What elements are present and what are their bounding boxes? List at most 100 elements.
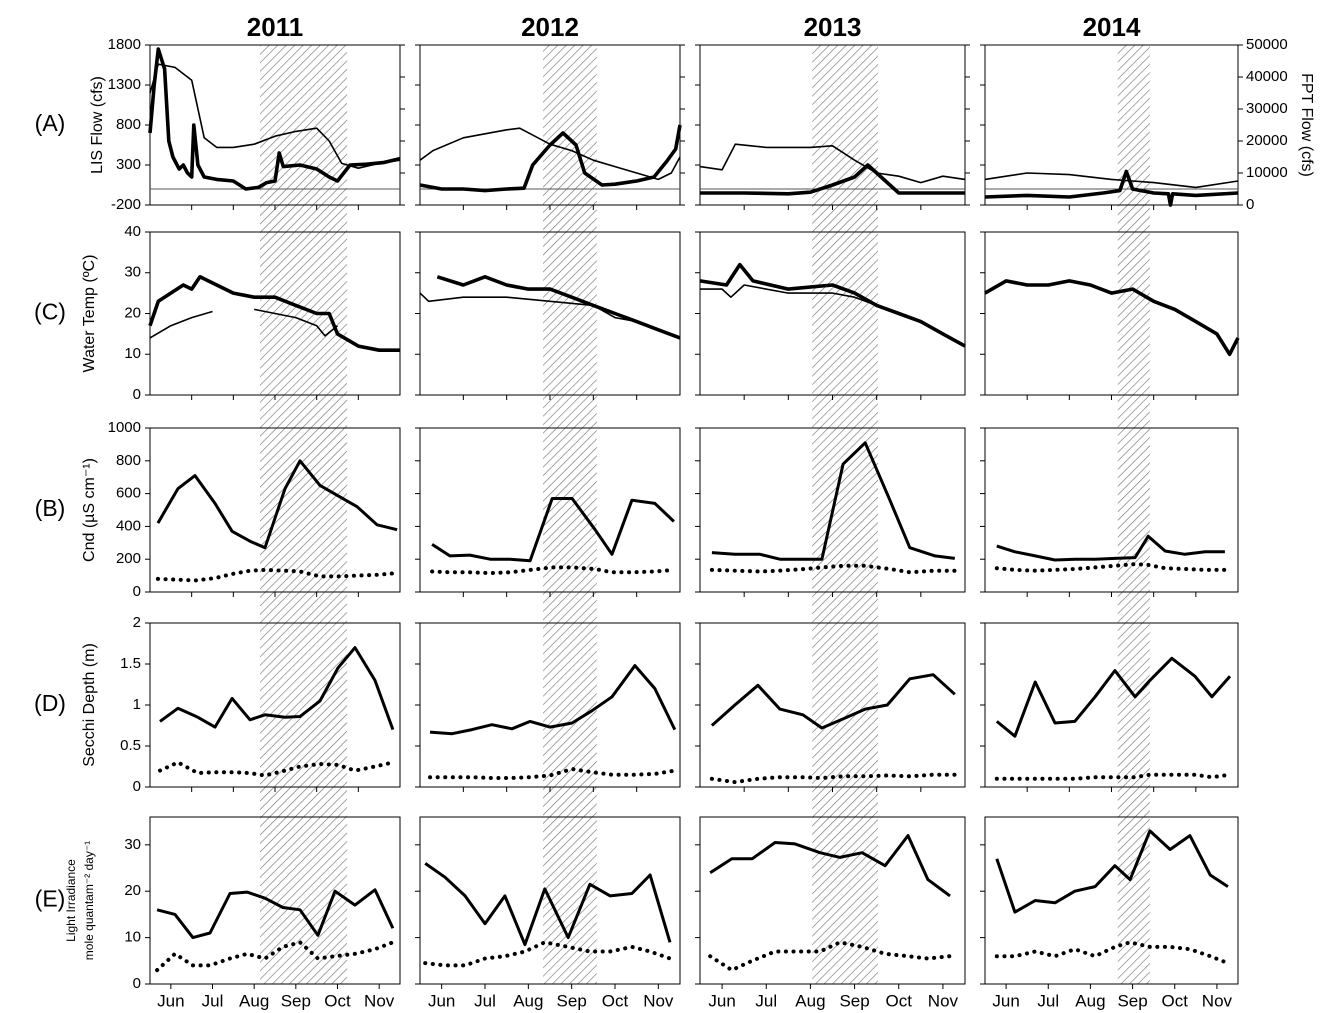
x-tick-label: Oct (886, 991, 913, 1010)
data-line (709, 772, 957, 785)
data-line (709, 563, 957, 575)
x-tick-label: Jul (755, 991, 777, 1010)
data-line (711, 441, 955, 561)
data-line (156, 459, 398, 550)
data-line (419, 124, 682, 193)
y-tick-label: 1800 (108, 36, 141, 53)
data-line (419, 292, 681, 339)
y2-tick-label: 30000 (1246, 100, 1288, 117)
data-line (148, 275, 400, 352)
y-axis-label: Cnd (µS cm⁻¹) (81, 458, 98, 562)
data-line (995, 656, 1232, 738)
x-tick-label: Aug (1075, 991, 1105, 1010)
data-line (428, 767, 677, 780)
x-tick-label: Jun (992, 991, 1019, 1010)
plot-frame (419, 816, 681, 985)
x-tick-label: Oct (1162, 991, 1189, 1010)
data-line (149, 308, 339, 339)
plot-frame (984, 816, 1239, 985)
x-tick-label: Nov (1202, 991, 1233, 1010)
panel: 2013 (695, 12, 970, 210)
data-line (994, 940, 1230, 966)
x-tick-label: Aug (513, 991, 543, 1010)
y2-axis-label: FPT Flow (cfs) (1298, 73, 1315, 177)
y2-tick-label: 20000 (1246, 132, 1288, 149)
panel: (C) Water Temp (ºC) 0 10 20 30 40 (34, 223, 401, 403)
data-line (699, 262, 966, 348)
plot-frame (984, 622, 1239, 788)
panel (415, 427, 681, 597)
y-tick-label: 1 (133, 696, 141, 713)
plot-frame (699, 816, 966, 985)
panel-title: 2012 (521, 12, 579, 42)
y-tick-label: 400 (116, 517, 141, 534)
x-tick-label: Jul (1037, 991, 1059, 1010)
y2-tick-label: 0 (1246, 196, 1254, 213)
x-tick-label: Sep (839, 991, 869, 1010)
data-line (159, 646, 395, 731)
x-tick-label: Jun (428, 991, 455, 1010)
data-line (155, 567, 400, 583)
panel-title: 2013 (804, 12, 862, 42)
x-tick-label: Jun (157, 991, 184, 1010)
panel: Jun Jul Aug Sep Oct Nov (695, 816, 966, 1010)
data-line (700, 284, 877, 307)
y-tick-label: 30 (124, 264, 141, 281)
panel (695, 427, 966, 597)
y-tick-label: 10 (124, 929, 141, 946)
panel: (B) Cnd (µS cm⁻¹) 0 200 400 600 800 1000 (35, 419, 401, 600)
y-tick-label: 10 (124, 345, 141, 362)
shaded-period (812, 45, 878, 984)
x-tick-label: Sep (1117, 991, 1147, 1010)
data-line (984, 279, 1240, 357)
panel: 2012 (415, 12, 685, 210)
panel-label: (A) (35, 110, 66, 136)
data-line (148, 47, 401, 191)
panel (980, 231, 1240, 400)
x-tick-label: Nov (364, 991, 395, 1010)
y-axis-label: Light Irradiance (64, 859, 78, 942)
y-tick-label: 0 (133, 778, 141, 795)
panel (980, 427, 1239, 597)
panel: Jun Jul Aug Sep Oct Nov (980, 816, 1239, 1010)
y-tick-label: 800 (116, 116, 141, 133)
y-tick-label: 1.5 (120, 655, 141, 672)
y-tick-label: 20 (124, 882, 141, 899)
y-axis-label: LIS Flow (cfs) (89, 76, 106, 174)
plot-frame (149, 816, 401, 985)
data-line (423, 940, 672, 968)
panel (695, 231, 966, 400)
x-tick-label: Sep (281, 991, 311, 1010)
data-line (431, 497, 675, 563)
shaded-period (1117, 45, 1150, 984)
y2-tick-label: 40000 (1246, 68, 1288, 85)
panel (695, 622, 966, 792)
y-axis-label: Secchi Depth (m) (81, 643, 98, 767)
panel: 2011 (A) LIS Flow (cfs) -200 300 800 1300 1800 (35, 12, 405, 213)
y-tick-label: 0 (133, 975, 141, 992)
data-line (709, 834, 951, 898)
x-tick-label: Sep (557, 991, 587, 1010)
y-tick-label: 1000 (108, 419, 141, 436)
data-line (429, 664, 677, 736)
data-line (996, 534, 1225, 562)
panel (415, 231, 681, 400)
y-tick-label: 20 (124, 304, 141, 321)
y-tick-label: 1300 (108, 76, 141, 93)
shaded-period (260, 45, 348, 984)
x-tick-label: Jun (708, 991, 735, 1010)
data-line (708, 940, 952, 973)
data-line (424, 862, 672, 947)
data-line (156, 888, 395, 940)
panel (980, 622, 1239, 792)
y-tick-label: 40 (124, 223, 141, 240)
shaded-period (543, 45, 597, 984)
panel-title: 2011 (247, 12, 303, 42)
panel-label: (B) (35, 495, 66, 521)
plot-frame (984, 44, 1239, 206)
x-tick-label: Nov (928, 991, 959, 1010)
x-tick-label: Aug (795, 991, 825, 1010)
y-tick-label: 600 (116, 485, 141, 502)
